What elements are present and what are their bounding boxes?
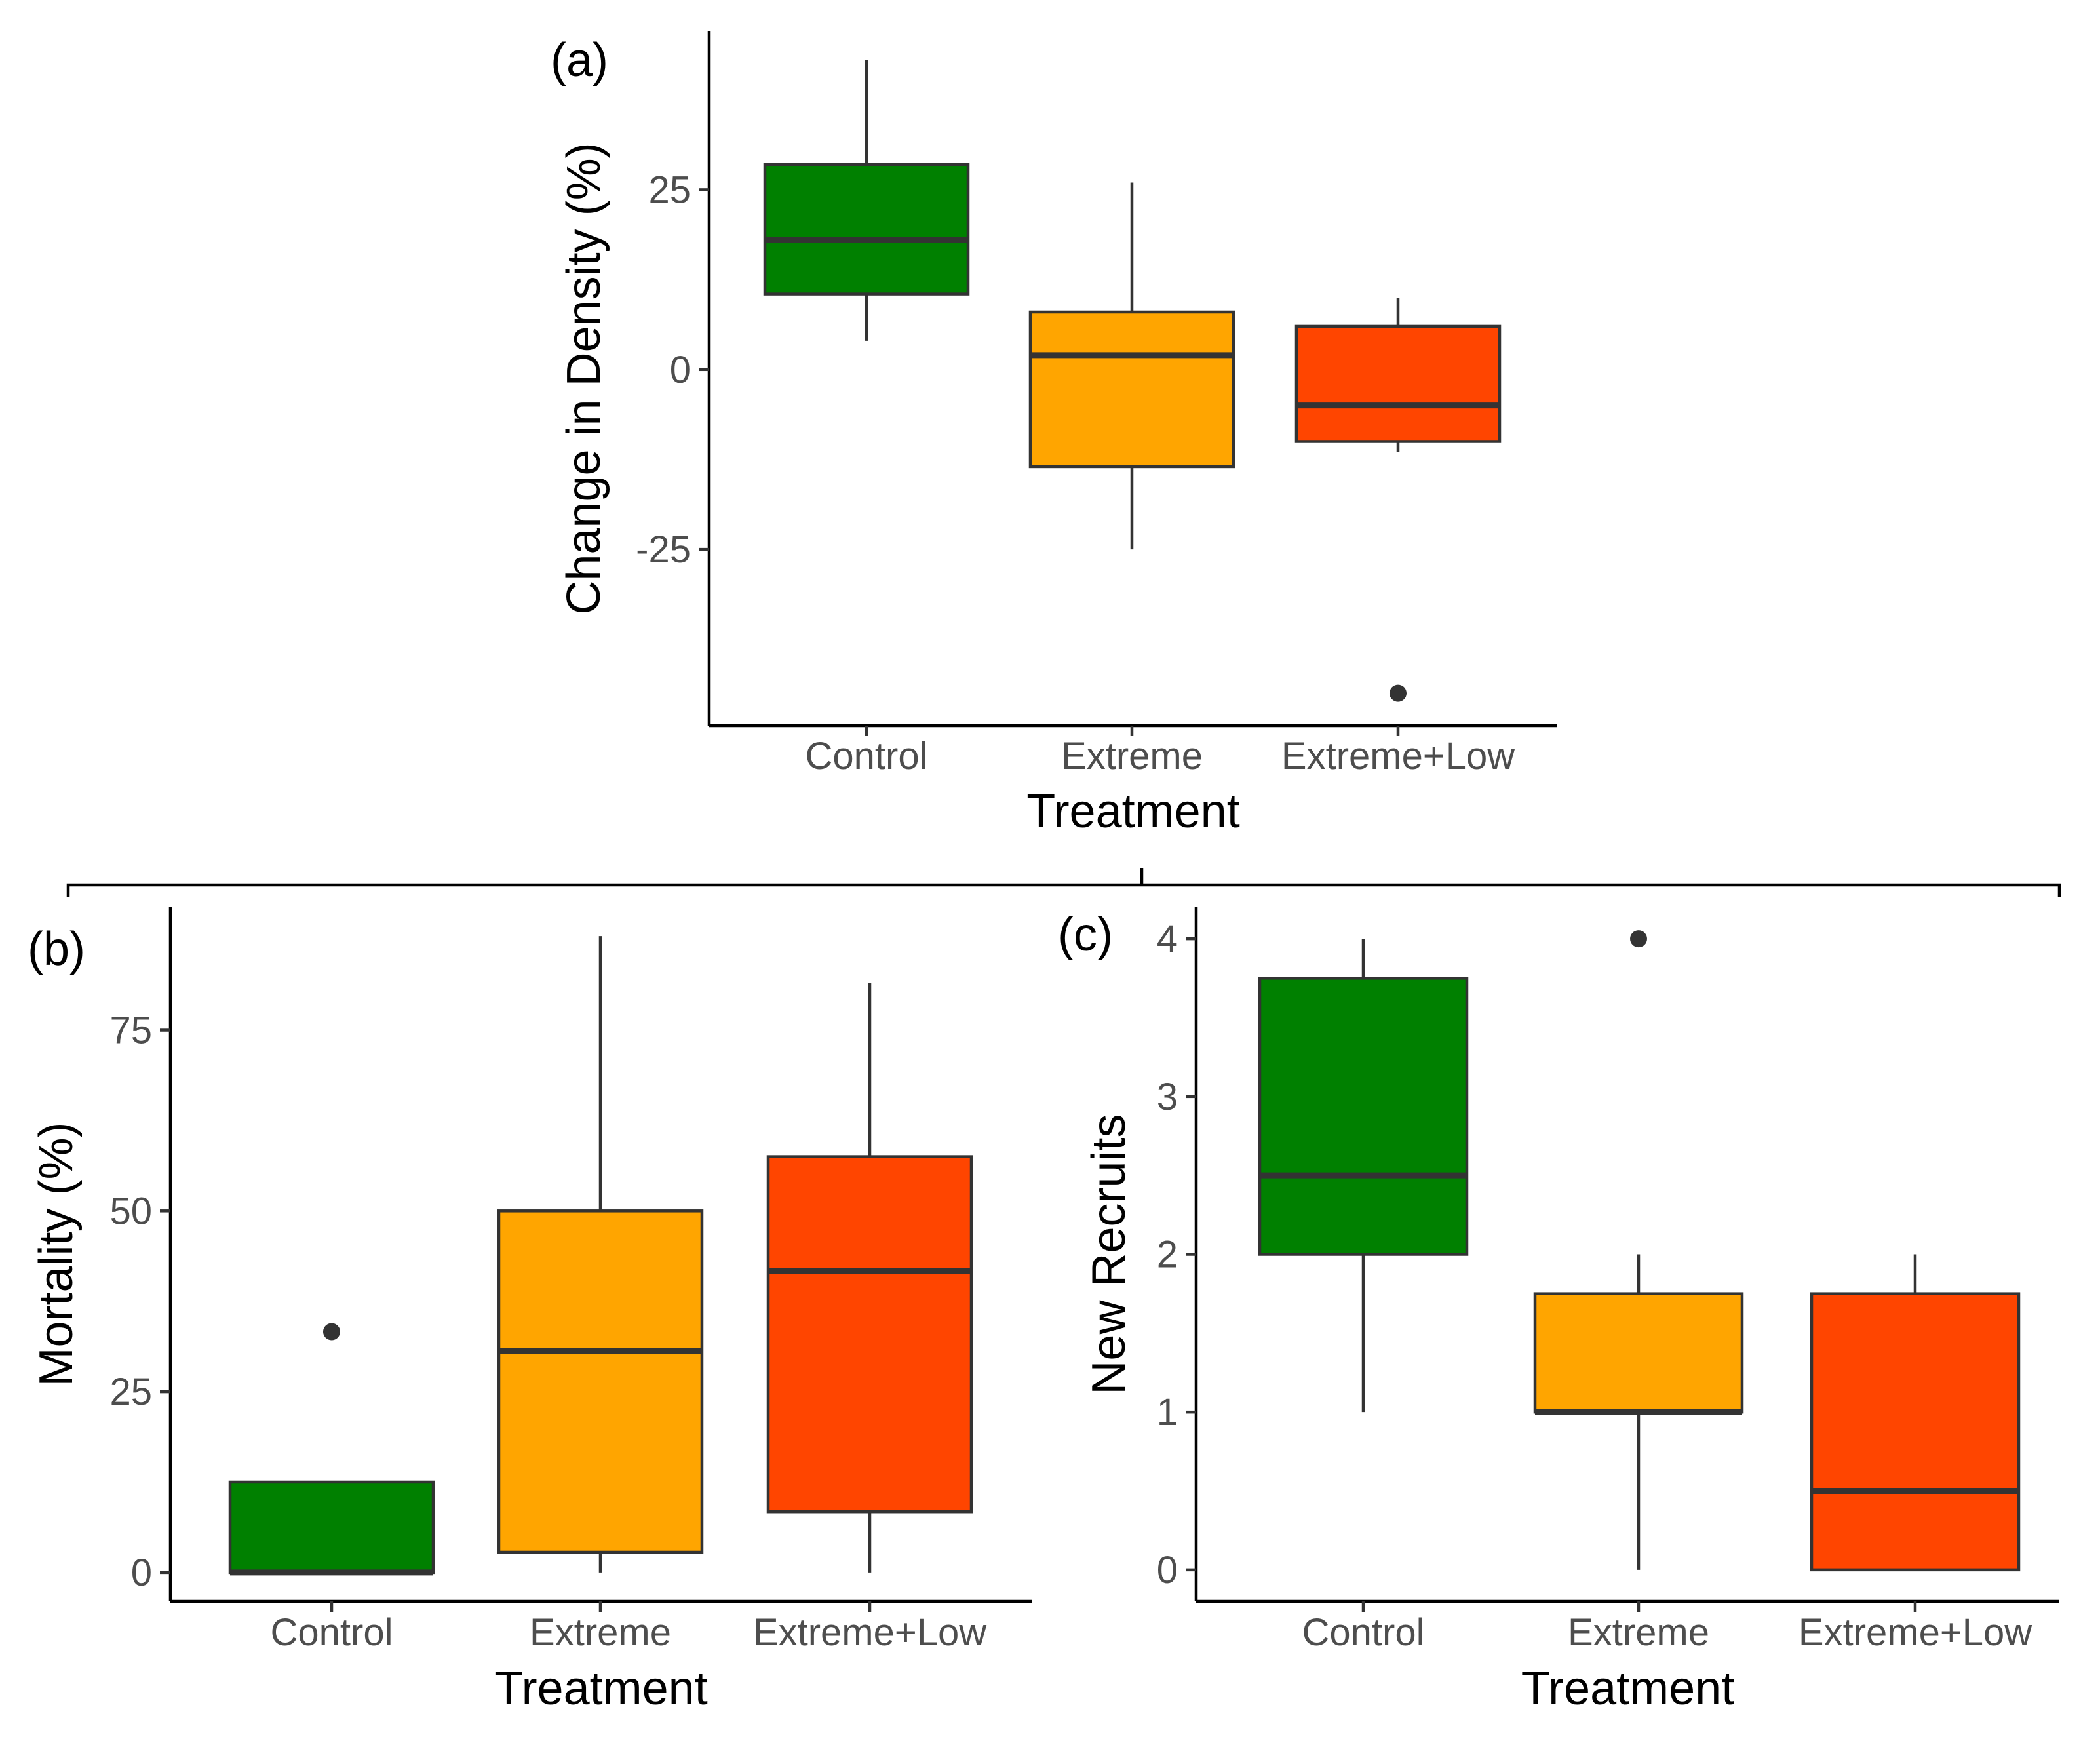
y-axis-title: New Recruits [1083, 1114, 1135, 1394]
iqr-box [763, 163, 970, 296]
x-tick-label: Control [806, 735, 928, 777]
box-control [1258, 939, 1469, 1413]
iqr-box [1028, 310, 1235, 469]
box-extreme-low [1294, 298, 1502, 702]
panel-label: (c) [1058, 909, 1113, 961]
iqr-box [1533, 1292, 1744, 1414]
x-tick-label: Extreme [1061, 735, 1203, 777]
y-tick-label: 4 [1157, 918, 1178, 960]
outlier-point [1390, 684, 1407, 702]
outlier-point [323, 1323, 340, 1341]
y-tick-label: -25 [636, 528, 691, 571]
y-tick-label: 2 [1157, 1234, 1178, 1276]
y-tick-label: 25 [648, 168, 691, 211]
outlier-point [1630, 930, 1647, 948]
x-axis-title: Treatment [494, 1662, 707, 1715]
iqr-box [766, 1155, 973, 1514]
x-tick-label: Control [271, 1611, 393, 1654]
y-tick-label: 25 [109, 1371, 152, 1413]
y-tick-label: 0 [131, 1552, 152, 1594]
iqr-box [228, 1480, 435, 1575]
box-control [763, 60, 970, 341]
box-extreme-low [766, 983, 973, 1573]
x-tick-label: Extreme+Low [1281, 735, 1515, 777]
x-tick-label: Control [1302, 1611, 1425, 1654]
box-extreme [1028, 182, 1235, 550]
y-tick-label: 1 [1157, 1391, 1178, 1434]
x-tick-label: Extreme [1568, 1611, 1709, 1654]
panel-b-mortality: (b) 0 25 50 75 Control Extreme Extreme+Low Treat… [28, 907, 1032, 1715]
box-extreme-low [1810, 1254, 2021, 1572]
y-tick-label: 3 [1157, 1076, 1178, 1118]
y-tick-label: 0 [670, 349, 691, 391]
x-tick-label: Extreme+Low [1799, 1611, 2032, 1654]
x-tick-label: Extreme [530, 1611, 671, 1654]
x-axis-title: Treatment [1026, 785, 1239, 838]
iqr-box [1258, 977, 1469, 1256]
iqr-box [1294, 324, 1502, 443]
panel-a-change-in-density: (a) -25 0 25 Control Extreme Extreme+Low Treatm… [551, 31, 1557, 838]
box-control [228, 1323, 435, 1576]
y-axis-title: Mortality (%) [30, 1122, 83, 1386]
panel-label: (a) [551, 34, 608, 87]
box-extreme [1533, 930, 1744, 1570]
iqr-box [497, 1209, 704, 1554]
x-tick-label: Extreme+Low [753, 1611, 987, 1654]
y-tick-label: 75 [109, 1009, 152, 1052]
panel-label: (b) [28, 923, 85, 975]
panel-bracket [66, 868, 2061, 897]
x-axis-title: Treatment [1521, 1662, 1734, 1715]
y-tick-label: 0 [1157, 1549, 1178, 1592]
box-extreme [497, 936, 704, 1573]
y-axis-title: Change in Density (%) [558, 142, 610, 614]
panel-c-new-recruits: (c) 0 1 2 3 4 Control Extreme Extreme+Low Treatme… [1058, 907, 2059, 1715]
y-tick-label: 50 [109, 1190, 152, 1232]
iqr-box [1810, 1292, 2021, 1572]
